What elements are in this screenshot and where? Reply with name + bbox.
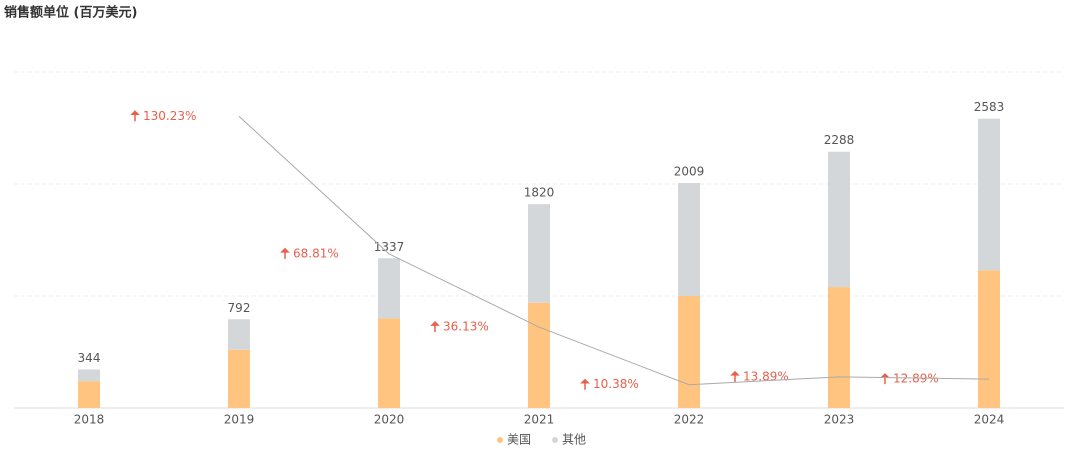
total-label: 2288 [824, 133, 855, 147]
legend-label: 其他 [562, 433, 586, 447]
bar-segment [978, 118, 1000, 271]
bar-segment [78, 369, 100, 382]
growth-label: 68.81% [293, 246, 339, 260]
up-arrow [130, 110, 140, 122]
growth-label: 10.38% [593, 377, 639, 391]
legend-label: 美国 [507, 433, 531, 447]
bar-segment [378, 258, 400, 319]
total-label: 344 [78, 351, 101, 365]
total-label: 2009 [674, 164, 705, 178]
bar-segment [828, 287, 850, 408]
up-arrow [880, 373, 890, 385]
bar-segment [528, 204, 550, 303]
growth-label: 12.89% [893, 372, 939, 386]
bar-segment [678, 296, 700, 408]
total-label: 1820 [524, 186, 555, 200]
growth-label: 36.13% [443, 320, 489, 334]
up-arrow [730, 370, 740, 382]
up-arrow [280, 247, 290, 259]
growth-label: 130.23% [143, 109, 196, 123]
chart-title: 销售额单位 (百万美元) [4, 5, 137, 21]
x-tick-label: 2021 [524, 413, 555, 427]
total-label: 1337 [374, 240, 405, 254]
bar-segment [78, 381, 100, 408]
bar-segment [378, 318, 400, 408]
growth-line [238, 115, 990, 386]
x-tick-label: 2020 [374, 413, 405, 427]
total-label: 2583 [974, 100, 1005, 114]
x-tick-label: 2018 [74, 413, 105, 427]
x-tick-label: 2019 [224, 413, 255, 427]
bar-segment [678, 182, 700, 296]
up-arrow [580, 378, 590, 390]
x-tick-label: 2024 [974, 413, 1005, 427]
bar-segment [978, 270, 1000, 408]
up-arrow [430, 321, 440, 333]
total-label: 792 [228, 301, 251, 315]
x-tick-label: 2022 [674, 413, 705, 427]
bar-segment [528, 302, 550, 408]
legend-marker [497, 437, 503, 443]
legend-marker [552, 437, 558, 443]
x-tick-label: 2023 [824, 413, 855, 427]
bar-segment [828, 151, 850, 288]
bar-segment [228, 319, 250, 350]
bar-segment [228, 349, 250, 408]
